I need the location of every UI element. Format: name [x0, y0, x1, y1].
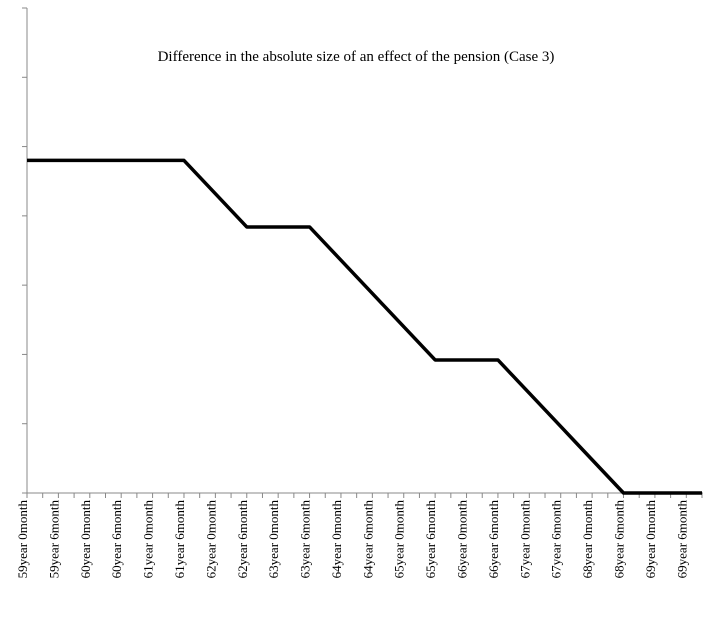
x-tick-label: 62year 6month	[235, 500, 250, 579]
x-tick-label: 68year 0month	[580, 500, 595, 579]
x-tick-label: 69year 6month	[674, 500, 689, 579]
x-tick-label: 68year 6month	[611, 500, 626, 579]
x-tick-label: 59year 6month	[46, 500, 61, 579]
x-tick-label: 65year 0month	[392, 500, 407, 579]
x-tick-label: 63year 6month	[298, 500, 313, 579]
x-tick-label: 61year 6month	[172, 500, 187, 579]
x-tick-label: 67year 6month	[549, 500, 564, 579]
x-tick-label: 63year 0month	[266, 500, 281, 579]
x-tick-label: 60year 6month	[109, 500, 124, 579]
x-tick-label: 64year 0month	[329, 500, 344, 579]
line	[27, 158, 702, 495]
chart-title: Difference in the absolute size of an ef…	[158, 49, 555, 65]
x-tick-label: 66year 6month	[486, 500, 501, 579]
x-tick-label: 66year 0month	[455, 500, 470, 579]
x-tick-label: 60year 0month	[78, 500, 93, 579]
x-tick-label: 64year 6month	[360, 500, 375, 579]
x-tick-label: 69year 0month	[643, 500, 658, 579]
x-tick-label: 65year 6month	[423, 500, 438, 579]
x-tick-label: 62year 0month	[203, 500, 218, 579]
x-tick-label: 59year 0month	[15, 500, 30, 579]
x-tick-label: 67year 0month	[517, 500, 532, 579]
x-tick-label: 61year 0month	[141, 500, 156, 579]
